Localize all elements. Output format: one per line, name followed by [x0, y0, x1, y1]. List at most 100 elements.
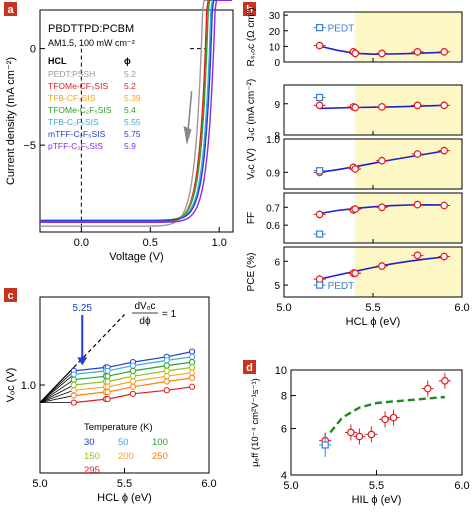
data-point: [347, 428, 355, 437]
data-point: [315, 275, 324, 283]
data-point: [381, 415, 389, 424]
series-point: [163, 367, 170, 375]
y-axis-title: Current density (mA cm⁻²): [5, 57, 17, 185]
data-point: [351, 205, 360, 213]
series-point: [189, 364, 196, 371]
panel-label-box: [243, 360, 256, 374]
series-line-50: [73, 356, 193, 375]
legend-header-hcl: HCL: [48, 56, 67, 66]
jv-curve-0: [40, 0, 232, 227]
data-point: [389, 413, 398, 422]
y-tick-label: 0.7: [266, 203, 280, 214]
jv-curve-5: [40, 0, 232, 222]
legend-entry-phi: 5.2: [124, 69, 136, 79]
panel-c: c 5.0 5.5 6.0 1.0 HCL ϕ (eV) Vₒc (V) 5.25 dVₒc dϕ…: [4, 288, 217, 504]
data-point: [351, 269, 360, 277]
series-line-250: [73, 377, 193, 397]
data-point: [378, 262, 386, 270]
series-point: [129, 378, 137, 385]
series-point: [163, 362, 170, 369]
x-axis-title: HCL ϕ (eV): [97, 492, 152, 504]
data-point: [355, 432, 364, 441]
fit-line: [319, 104, 445, 110]
legend-entry: 50: [118, 437, 129, 448]
series-line-30: [73, 351, 193, 372]
subplot-y-title: Vₒc (V): [246, 148, 257, 180]
y-tick-label: 9: [274, 100, 280, 111]
x-tick-label: 6.0: [201, 478, 216, 490]
legend-entry-phi: 5.4: [124, 105, 136, 115]
fan-line: [39, 384, 74, 403]
plot-area: [290, 369, 463, 476]
data-point: [441, 377, 449, 385]
legend-entry: 200: [118, 451, 134, 462]
series-point: [189, 374, 196, 382]
data-point: [423, 384, 432, 393]
legend-entry: 100: [152, 437, 168, 448]
panel-d: d 5.0 5.5 6.0 4 6 8 10 HIL ϕ (eV) μₑff (10⁻⁴ cm²V…: [243, 360, 470, 506]
slope-numerator: dVₒc: [134, 301, 155, 312]
series-point: [163, 373, 170, 380]
series-point: [129, 367, 137, 375]
legend-entry-phi: 5.39: [124, 93, 141, 103]
y-tick-label: 1.0: [266, 135, 280, 146]
series-point: [189, 359, 196, 366]
legend-entry-name: mTFF-C₂F₅SIS: [48, 129, 106, 139]
series-point: [129, 390, 137, 397]
series-point: [104, 395, 111, 403]
slope-denominator: dϕ: [139, 316, 151, 327]
y-tick-label: 1.0: [21, 380, 36, 392]
reference-point: [316, 281, 324, 289]
annotation-arrow-label: 5.25: [73, 303, 93, 314]
data-point: [413, 251, 422, 260]
data-point: [378, 49, 386, 58]
reference-point: [316, 24, 324, 32]
reference-point: [316, 93, 324, 102]
y-tick-label: 6: [281, 424, 287, 436]
fan-line: [39, 395, 74, 403]
legend-entry: 150: [84, 451, 100, 462]
reference-point: [321, 441, 329, 449]
data-point: [413, 48, 422, 56]
data-point: [351, 165, 360, 173]
series-point: [70, 376, 77, 383]
trend-arrow-head: [183, 125, 192, 146]
series-point: [163, 378, 170, 385]
data-point: [378, 156, 386, 165]
data-point: [440, 48, 449, 56]
y-axis-title: μₑff (10⁻⁴ cm²V⁻¹s⁻¹): [250, 378, 261, 467]
x-axis-title: Voltage (V): [109, 251, 163, 263]
legend-entry: 30: [84, 437, 95, 448]
legend-header-phi: ϕ: [124, 56, 131, 66]
x-tick-label: 5.0: [276, 302, 291, 314]
series-point: [189, 383, 196, 390]
slope-line-dashed: [73, 314, 125, 368]
legend-entry: 295: [84, 465, 100, 476]
series-point: [104, 378, 111, 385]
subplot-y-title: FF: [246, 212, 257, 224]
data-point: [440, 252, 449, 261]
data-point: [315, 41, 324, 50]
series-line-100: [73, 361, 193, 381]
x-tick-label: 1.0: [212, 237, 227, 249]
legend-entry-name: TFB-C₂F₅SIS: [48, 117, 99, 127]
x-tick-label: 6.0: [454, 302, 469, 314]
panel-label: b: [246, 4, 253, 16]
series-point: [163, 357, 170, 364]
illumination-label: AM1.5, 100 mW cm⁻²: [48, 38, 135, 48]
series-line-150: [73, 366, 193, 386]
panel-label: c: [7, 290, 13, 302]
series-point: [189, 353, 196, 360]
y-tick-label: 30: [269, 11, 281, 22]
reference-label: PEDT: [328, 281, 355, 292]
y-tick-label: 0.9: [266, 168, 280, 179]
legend-entry-name: pTFF-C₂F₅SIS: [48, 141, 103, 151]
y-tick-label: 0: [274, 58, 280, 69]
legend-entry-name: TFOMe-CF₃SIS: [48, 81, 108, 91]
legend-title: Temperature (K): [84, 422, 153, 433]
legend-entry-phi: 5.9: [124, 141, 136, 151]
data-point: [413, 150, 422, 158]
series-point: [129, 362, 137, 369]
y-tick-label: 10: [275, 365, 287, 377]
y-tick-label: 8: [274, 131, 280, 142]
